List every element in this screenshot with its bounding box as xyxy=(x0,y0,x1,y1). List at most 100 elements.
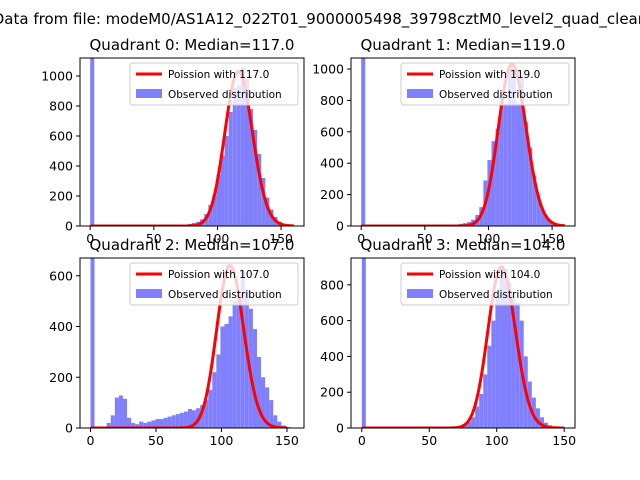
hist-bar xyxy=(544,216,549,226)
x-tick-label: 0 xyxy=(358,433,366,448)
hist-bar xyxy=(467,421,472,428)
hist-bar xyxy=(122,398,128,428)
y-tick-label: 800 xyxy=(320,93,344,108)
hist-bar xyxy=(159,419,164,428)
axes-frame xyxy=(79,57,305,227)
hist-bar xyxy=(212,372,217,428)
hist-bar xyxy=(192,410,197,428)
y-tick-label: 0 xyxy=(65,421,73,436)
hist-bar xyxy=(487,160,492,226)
hist-bar xyxy=(175,414,180,428)
hist-bar xyxy=(256,356,262,428)
hist-bar xyxy=(471,417,476,428)
x-tick-label: 100 xyxy=(485,433,509,448)
plot-area xyxy=(89,258,294,428)
plot-area xyxy=(89,58,295,226)
hist-bar xyxy=(265,197,270,226)
hist-bar xyxy=(236,85,241,226)
hist-bar xyxy=(143,422,148,428)
hist-bar xyxy=(167,416,172,428)
hist-bar xyxy=(244,79,250,226)
hist-bar xyxy=(232,301,237,428)
hist-bar xyxy=(179,412,184,428)
hist-bar xyxy=(208,205,213,226)
hist-bar xyxy=(118,395,123,428)
hist-bar xyxy=(90,58,95,226)
poisson-line xyxy=(360,265,566,428)
hist-bar xyxy=(499,272,504,428)
x-tick-label: 0 xyxy=(87,433,95,448)
x-tick-label: 100 xyxy=(210,433,234,448)
hist-bar xyxy=(503,103,508,226)
axes-frame xyxy=(350,57,576,227)
hist-bar xyxy=(151,420,156,428)
hist-bar xyxy=(90,258,95,428)
legend-bar-label: Observed distribution xyxy=(168,289,282,301)
hist-bar xyxy=(539,417,544,428)
hist-bar xyxy=(183,411,188,428)
axes-title: Quadrant 2: Median=107.0 xyxy=(90,236,295,254)
legend-bar-swatch xyxy=(407,289,433,298)
hist-bar xyxy=(361,58,366,226)
hist-bar xyxy=(532,175,537,226)
hist-bar xyxy=(216,175,221,226)
y-tick-label: 400 xyxy=(49,319,73,334)
legend-bar-swatch xyxy=(136,89,162,98)
hist-bar xyxy=(228,316,233,428)
hist-bar xyxy=(495,297,500,428)
hist-bar xyxy=(261,377,266,428)
hist-bar xyxy=(520,75,525,226)
hist-bar xyxy=(236,296,241,428)
hist-bar xyxy=(515,302,520,428)
legend-bar-label: Observed distribution xyxy=(439,289,553,301)
hist-bar xyxy=(499,90,504,226)
y-tick-label: 1000 xyxy=(41,69,73,84)
legend: Poission with 104.0 Observed distribution xyxy=(400,262,570,306)
hist-bar xyxy=(487,345,492,428)
y-tick-label: 200 xyxy=(49,189,73,204)
legend: Poission with 107.0 Observed distribution xyxy=(129,262,299,306)
chart-panel-0: 0 50 100 150 0 200 400 600 800 1000 Quadrant 0: Me… xyxy=(41,36,305,246)
hist-bar xyxy=(110,415,115,428)
hist-bar xyxy=(257,154,262,226)
hist-bar xyxy=(220,155,225,226)
hist-bar xyxy=(208,389,213,428)
hist-bar xyxy=(139,421,144,428)
legend-line-label: Poission with 117.0 xyxy=(168,69,269,81)
hist-bar xyxy=(200,405,205,428)
y-tick-label: 400 xyxy=(49,159,73,174)
hist-bar xyxy=(216,354,221,428)
hist-bar xyxy=(249,109,254,226)
hist-bar xyxy=(491,320,496,428)
x-tick-label: 100 xyxy=(477,231,501,246)
y-tick-label: 600 xyxy=(320,313,344,328)
hist-bar xyxy=(273,415,278,428)
hist-bar xyxy=(515,103,521,226)
hist-bar xyxy=(106,422,111,428)
hist-bar xyxy=(155,419,160,428)
x-tick-label: 50 xyxy=(146,231,162,246)
axes-frame xyxy=(79,257,305,429)
y-tick-label: 800 xyxy=(320,277,344,292)
x-tick-label: 150 xyxy=(275,433,299,448)
hist-bar xyxy=(253,130,258,226)
x-tick-label: 50 xyxy=(417,231,433,246)
hist-bar xyxy=(187,408,192,428)
x-tick-label: 0 xyxy=(357,231,365,246)
y-tick-label: 800 xyxy=(49,99,73,114)
hist-bar xyxy=(131,422,136,428)
hist-bar xyxy=(540,208,545,226)
y-tick-label: 0 xyxy=(336,219,344,234)
hist-bar xyxy=(535,408,540,428)
legend-bar-label: Observed distribution xyxy=(168,89,282,101)
hist-bar xyxy=(495,128,500,226)
y-tick-label: 400 xyxy=(320,156,344,171)
x-tick-label: 150 xyxy=(552,433,576,448)
hist-bar xyxy=(232,88,237,226)
hist-bar xyxy=(475,406,480,428)
legend-line-label: Poission with 119.0 xyxy=(439,69,540,81)
legend: Poission with 117.0 Observed distribution xyxy=(129,62,299,106)
legend-line-label: Poission with 104.0 xyxy=(439,269,540,281)
hist-bar xyxy=(511,295,516,428)
